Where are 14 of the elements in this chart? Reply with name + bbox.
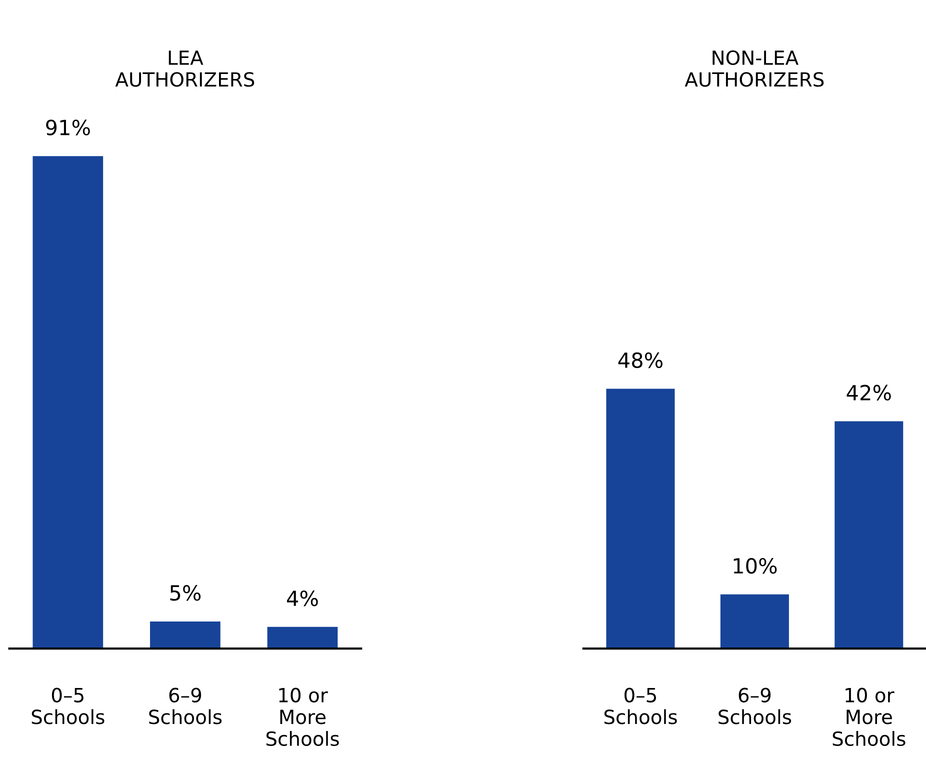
data-label: 42%: [846, 384, 891, 401]
x-tick-label: 0–5 Schools: [604, 688, 677, 724]
x-tick-label: 10 or More Schools: [832, 688, 906, 746]
x-tick-label: 6–9 Schools: [718, 688, 792, 724]
chart-title: LEA AUTHORIZERS: [115, 50, 254, 87]
data-label: 91%: [46, 120, 90, 136]
x-tick-label: 0–5 Schools: [32, 688, 104, 724]
x-tick-label: 6–9 Schools: [149, 688, 222, 724]
data-label: 48%: [618, 352, 662, 368]
data-label: 5%: [170, 585, 201, 601]
chart-title: NON-LEA AUTHORIZERS: [684, 50, 824, 87]
x-tick-label: 10 or More Schools: [266, 688, 339, 746]
data-label: 4%: [286, 590, 318, 606]
data-label: 10%: [734, 558, 777, 574]
